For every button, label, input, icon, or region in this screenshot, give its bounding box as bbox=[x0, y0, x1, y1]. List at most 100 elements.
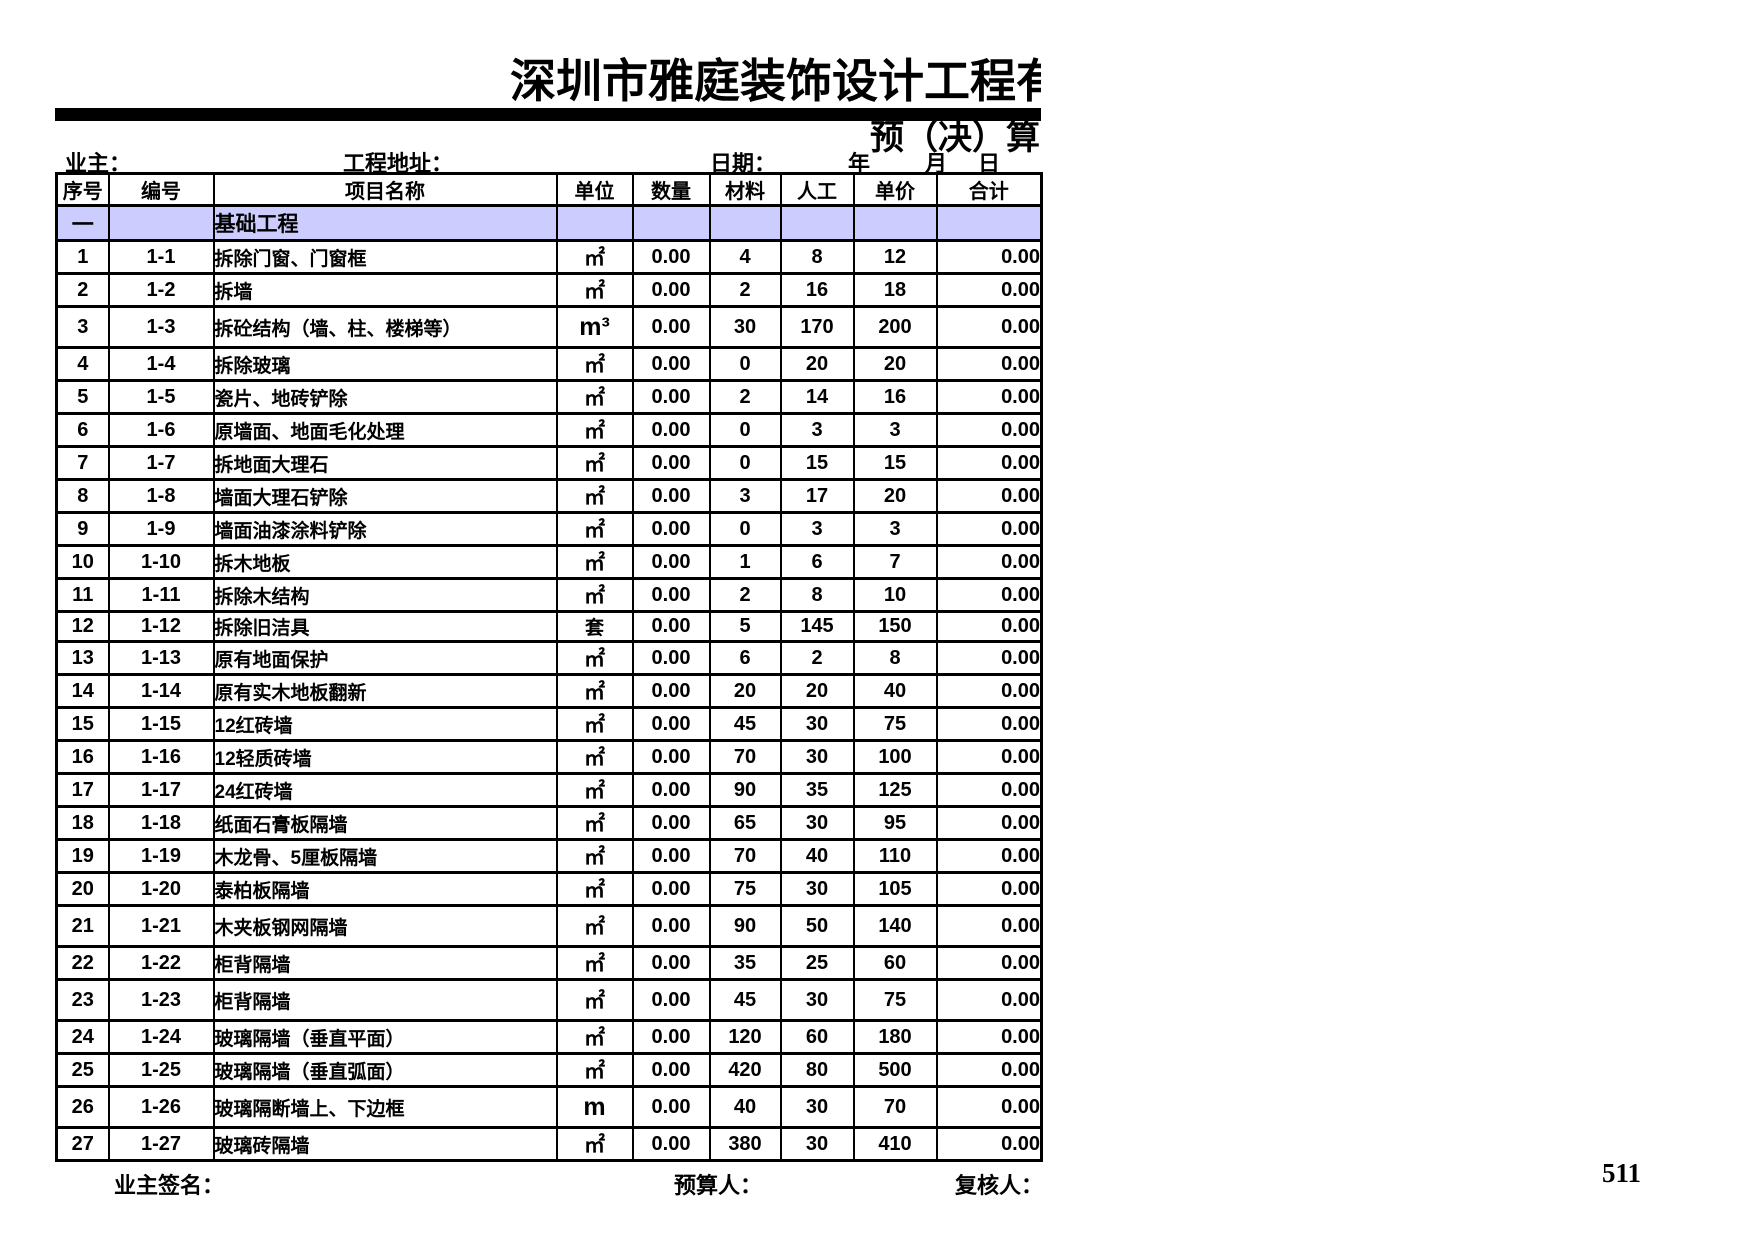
cell-item-name: 玻璃隔墙（垂直弧面） bbox=[212, 1052, 558, 1088]
cell-unit-price: 125 bbox=[852, 772, 938, 808]
cell-quantity: 0.00 bbox=[631, 346, 711, 382]
table-row: 3 1-3 拆砼结构（墙、柱、楼梯等） m³ 0.00 30 170 200 0.00 bbox=[55, 305, 1043, 349]
cell-unit-price: 500 bbox=[852, 1052, 938, 1088]
col-header-labor: 人工 bbox=[779, 172, 855, 207]
cell-quantity: 0.00 bbox=[631, 1052, 711, 1088]
cell-labor-price: 16 bbox=[779, 272, 855, 308]
cell-material-price: 1 bbox=[708, 544, 782, 580]
cell-labor-price: 15 bbox=[779, 445, 855, 481]
cell-serial: 2 bbox=[55, 272, 110, 308]
col-header-serial: 序号 bbox=[55, 172, 110, 207]
table-row: 26 1-26 玻璃隔断墙上、下边框 m 0.00 40 30 70 0.00 bbox=[55, 1085, 1043, 1129]
cell-item-name: 纸面石膏板隔墙 bbox=[212, 805, 558, 841]
cell-serial: 8 bbox=[55, 478, 110, 514]
cell-labor-price: 60 bbox=[779, 1019, 855, 1055]
cell-material-price: 70 bbox=[708, 838, 782, 874]
cell-code: 1-25 bbox=[107, 1052, 215, 1088]
cell-code: 1-15 bbox=[107, 706, 215, 742]
cell-serial: 12 bbox=[55, 610, 110, 643]
cell-unit-price: 20 bbox=[852, 346, 938, 382]
cell-quantity: 0.00 bbox=[631, 739, 711, 775]
info-row: 业主： 工程地址： 日期： 年 月 日 bbox=[0, 146, 1754, 176]
cell-code: 1-27 bbox=[107, 1126, 215, 1162]
cell-total: 0.00 bbox=[935, 577, 1043, 613]
cell-material-price: 75 bbox=[708, 871, 782, 907]
cell-labor-price: 30 bbox=[779, 805, 855, 841]
cell-total: 0.00 bbox=[935, 805, 1043, 841]
cell-item-name: 12轻质砖墙 bbox=[212, 739, 558, 775]
cell-labor-price: 20 bbox=[779, 346, 855, 382]
cell-material-price: 4 bbox=[708, 239, 782, 275]
cell-unit-price: 150 bbox=[852, 610, 938, 643]
cell-code: 1-16 bbox=[107, 739, 215, 775]
cell-unit: ㎡ bbox=[555, 805, 634, 841]
col-header-total: 合计 bbox=[935, 172, 1043, 207]
col-header-material: 材料 bbox=[708, 172, 782, 207]
cell-serial: 25 bbox=[55, 1052, 110, 1088]
cell-total: 0.00 bbox=[935, 706, 1043, 742]
cell-serial: 3 bbox=[55, 305, 110, 349]
cell-total: 0.00 bbox=[935, 739, 1043, 775]
cell-labor-price: 30 bbox=[779, 1085, 855, 1129]
cell-code: 1-26 bbox=[107, 1085, 215, 1129]
section-empty-cell bbox=[779, 204, 855, 242]
cell-code: 1-14 bbox=[107, 673, 215, 709]
section-empty-cell bbox=[708, 204, 782, 242]
cell-unit: 套 bbox=[555, 610, 634, 643]
cell-total: 0.00 bbox=[935, 1052, 1043, 1088]
cell-serial: 14 bbox=[55, 673, 110, 709]
cell-material-price: 3 bbox=[708, 478, 782, 514]
cell-item-name: 墙面油漆涂料铲除 bbox=[212, 511, 558, 547]
cell-item-name: 木夹板钢网隔墙 bbox=[212, 904, 558, 948]
cell-item-name: 玻璃隔断墙上、下边框 bbox=[212, 1085, 558, 1129]
cell-total: 0.00 bbox=[935, 978, 1043, 1022]
cell-serial: 20 bbox=[55, 871, 110, 907]
cell-total: 0.00 bbox=[935, 1019, 1043, 1055]
cell-labor-price: 3 bbox=[779, 511, 855, 547]
cell-unit-price: 410 bbox=[852, 1126, 938, 1162]
cell-unit: ㎡ bbox=[555, 640, 634, 676]
cell-unit-price: 18 bbox=[852, 272, 938, 308]
cell-quantity: 0.00 bbox=[631, 445, 711, 481]
col-header-quantity: 数量 bbox=[631, 172, 711, 207]
cell-quantity: 0.00 bbox=[631, 838, 711, 874]
cell-code: 1-11 bbox=[107, 577, 215, 613]
owner-label: 业主： bbox=[65, 151, 132, 176]
cell-unit: ㎡ bbox=[555, 904, 634, 948]
cell-code: 1-23 bbox=[107, 978, 215, 1022]
cell-unit: ㎡ bbox=[555, 272, 634, 308]
cell-unit: ㎡ bbox=[555, 478, 634, 514]
cell-unit: ㎡ bbox=[555, 871, 634, 907]
cell-item-name: 拆砼结构（墙、柱、楼梯等） bbox=[212, 305, 558, 349]
cell-unit: ㎡ bbox=[555, 346, 634, 382]
cell-unit: ㎡ bbox=[555, 577, 634, 613]
budget-table: 序号 编号 项目名称 单位 数量 材料 人工 单价 合计 一 基础工程 bbox=[55, 172, 1043, 1162]
cell-unit-price: 15 bbox=[852, 445, 938, 481]
cell-item-name: 拆除木结构 bbox=[212, 577, 558, 613]
cell-item-name: 玻璃砖隔墙 bbox=[212, 1126, 558, 1162]
cell-labor-price: 30 bbox=[779, 1126, 855, 1162]
cell-item-name: 泰柏板隔墙 bbox=[212, 871, 558, 907]
cell-material-price: 2 bbox=[708, 272, 782, 308]
cell-quantity: 0.00 bbox=[631, 478, 711, 514]
cell-quantity: 0.00 bbox=[631, 706, 711, 742]
cell-total: 0.00 bbox=[935, 772, 1043, 808]
cell-quantity: 0.00 bbox=[631, 945, 711, 981]
cell-material-price: 70 bbox=[708, 739, 782, 775]
cell-quantity: 0.00 bbox=[631, 610, 711, 643]
cell-item-name: 瓷片、地砖铲除 bbox=[212, 379, 558, 415]
cell-quantity: 0.00 bbox=[631, 511, 711, 547]
cell-unit-price: 16 bbox=[852, 379, 938, 415]
cell-labor-price: 50 bbox=[779, 904, 855, 948]
section-empty-cell bbox=[555, 204, 634, 242]
cell-labor-price: 170 bbox=[779, 305, 855, 349]
